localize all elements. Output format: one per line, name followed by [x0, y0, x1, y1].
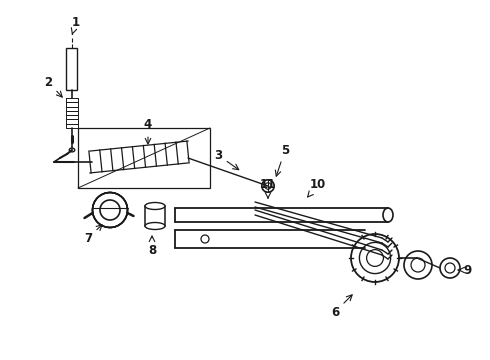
Circle shape — [445, 263, 455, 273]
Circle shape — [100, 200, 120, 220]
Circle shape — [201, 235, 209, 243]
Ellipse shape — [69, 148, 75, 152]
Bar — [78, 128, 210, 188]
Ellipse shape — [145, 222, 165, 230]
Text: 3: 3 — [214, 149, 239, 170]
Circle shape — [367, 249, 383, 266]
Circle shape — [404, 251, 432, 279]
Bar — [67, 48, 77, 90]
Text: 4: 4 — [144, 118, 152, 144]
Ellipse shape — [383, 208, 393, 222]
Text: 10: 10 — [308, 179, 326, 197]
Text: 2: 2 — [44, 76, 62, 97]
Bar — [145, 206, 165, 226]
Circle shape — [440, 258, 460, 278]
Text: 11: 11 — [260, 179, 276, 198]
Text: 9: 9 — [458, 264, 472, 276]
Text: 8: 8 — [148, 236, 156, 256]
Text: 6: 6 — [331, 295, 352, 319]
Circle shape — [411, 258, 425, 272]
Text: 1: 1 — [72, 15, 80, 34]
Circle shape — [359, 242, 391, 274]
Circle shape — [262, 180, 274, 192]
Circle shape — [265, 183, 271, 189]
Text: 7: 7 — [84, 225, 102, 244]
Ellipse shape — [145, 202, 165, 210]
Circle shape — [351, 234, 399, 282]
Text: 5: 5 — [275, 144, 289, 176]
